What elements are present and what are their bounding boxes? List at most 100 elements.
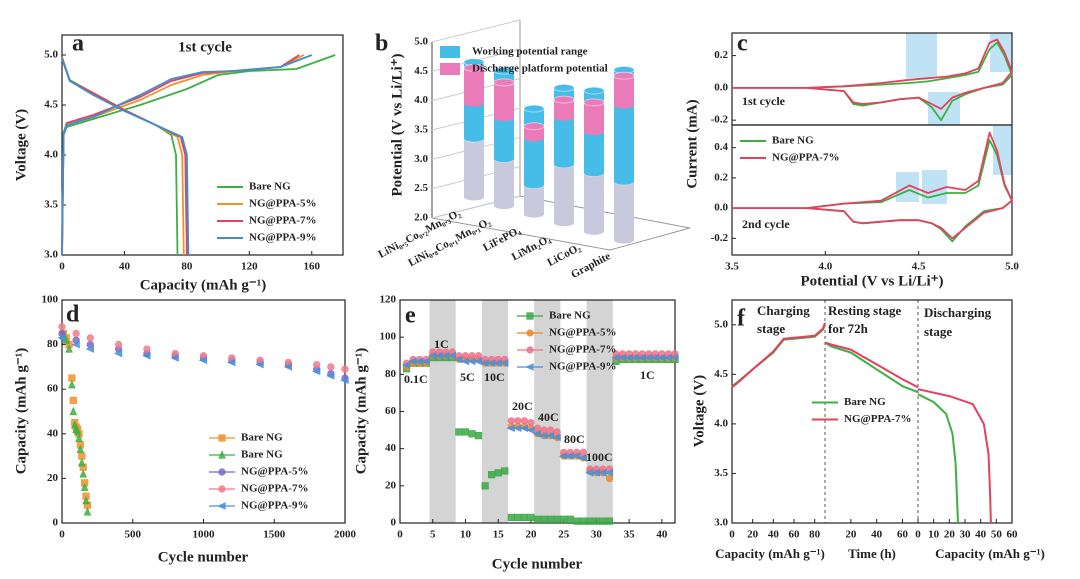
grid-line [431, 19, 521, 43]
panel-letter: f [737, 306, 746, 332]
x-tick-label: 0 [915, 529, 921, 541]
y-tick-label: 3.0 [44, 249, 58, 261]
y-tick-label: -0.2 [711, 114, 729, 126]
marker [454, 355, 463, 364]
marker [82, 495, 90, 505]
annotation: Charging [757, 303, 810, 318]
x-tick-label: 5 [430, 529, 436, 541]
plot-frame [61, 34, 344, 256]
marker [501, 467, 509, 475]
legend-label: NG@PPA-5% [249, 198, 316, 210]
marker [114, 341, 123, 349]
marker [500, 359, 509, 367]
legend-label: NG@PPA-9% [249, 232, 316, 244]
x-tick-label: 40 [656, 529, 668, 541]
x-tick-label: 10 [928, 529, 940, 541]
marker [311, 367, 321, 376]
marker [468, 352, 476, 360]
x-tick-label: 30 [960, 529, 972, 541]
y-tick-label: 3.5 [714, 467, 728, 479]
highlight [922, 170, 947, 204]
series-line [61, 54, 313, 256]
y-tick-label: 0.4 [714, 141, 728, 153]
marker [670, 353, 679, 362]
marker [218, 450, 226, 459]
panel-letter: d [66, 302, 80, 328]
y-axis-label: Capacity (mAh g⁻¹) [13, 348, 29, 475]
series-line [824, 341, 919, 389]
marker [533, 424, 542, 432]
legend-label: Bare NG [844, 396, 886, 408]
y-tick-label: 20 [47, 472, 59, 484]
marker [514, 417, 522, 425]
panel-letter: b [375, 31, 388, 57]
annotation: 100C [586, 450, 613, 464]
marker [76, 444, 85, 454]
x-tick-label: 500 [125, 529, 142, 541]
series-line [732, 38, 1013, 110]
marker [461, 352, 470, 360]
marker [86, 334, 94, 342]
y-tick-label: 3.0 [714, 517, 728, 529]
panel-letter: a [72, 31, 84, 57]
y-axis-label: Capacity (mAh g⁻¹) [353, 348, 369, 475]
x-tick-label: 120 [241, 261, 258, 273]
bar-base [524, 184, 544, 215]
marker [198, 356, 208, 364]
x-axis-label: Cycle number [492, 556, 583, 572]
marker [520, 417, 529, 425]
marker [78, 458, 86, 467]
z-tick-label: 3.0 [414, 153, 428, 165]
x-tick-label: 30 [591, 529, 603, 541]
series-line [917, 393, 959, 524]
highlight [906, 33, 937, 78]
bar-platform [524, 126, 544, 138]
annotation: 20C [512, 399, 533, 413]
legend-label: Bare NG [241, 432, 283, 444]
marker [473, 357, 483, 366]
marker [586, 517, 594, 525]
marker [540, 515, 548, 523]
marker [552, 433, 561, 442]
bar-range [524, 108, 544, 185]
marker [218, 434, 226, 442]
y-tick-label: 20 [385, 479, 397, 491]
marker [532, 430, 542, 438]
bar-base [494, 158, 514, 206]
panel-letter: c [737, 31, 748, 57]
marker [421, 357, 430, 366]
marker [83, 507, 92, 516]
y-tick-label: 0 [53, 517, 59, 529]
x-tick-label: 40 [768, 529, 780, 541]
x-tick-label: 20 [944, 529, 956, 541]
marker [533, 515, 542, 523]
z-tick-label: 5.0 [414, 36, 428, 48]
y-tick-label: -0.2 [711, 232, 729, 244]
y-axis-label: Voltage (V) [13, 109, 29, 181]
marker [58, 323, 66, 331]
marker [526, 312, 534, 320]
marker [283, 363, 293, 371]
marker [526, 426, 535, 434]
marker [461, 428, 470, 436]
marker [340, 376, 349, 385]
x-axis-label: Capacity (mAh g⁻¹) [140, 277, 267, 293]
bar-platform [614, 75, 634, 106]
marker [447, 351, 456, 360]
marker [488, 471, 496, 479]
marker [327, 363, 335, 371]
legend-label: NG@PPA-7% [249, 215, 316, 227]
annotation: 5C [460, 370, 475, 384]
z-tick-label: 2.5 [414, 182, 428, 194]
band [481, 300, 509, 523]
annotation: 10C [484, 370, 505, 384]
marker [579, 517, 587, 525]
floor-edge [431, 217, 691, 251]
annotation: Resting stage [828, 303, 902, 318]
marker [507, 513, 515, 522]
marker [573, 517, 581, 525]
x-tick-label: 2000 [334, 529, 357, 541]
y-tick-label: 0.2 [714, 49, 728, 61]
marker [69, 396, 77, 404]
y-tick-label: 4.5 [714, 368, 728, 380]
